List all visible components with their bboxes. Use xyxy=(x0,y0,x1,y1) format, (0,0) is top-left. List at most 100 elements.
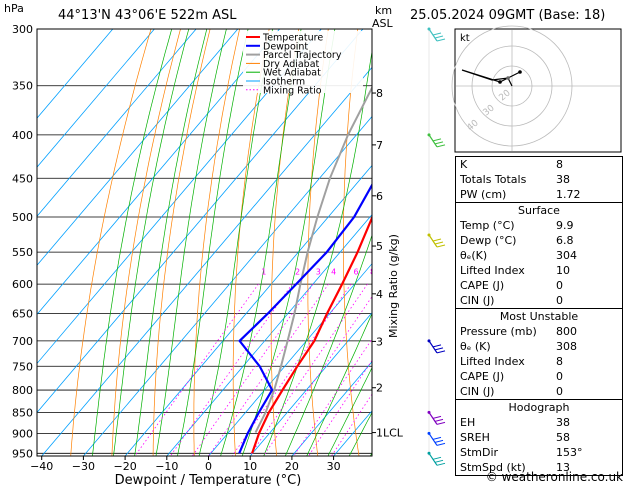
mixing-ratio-label: 6 xyxy=(354,268,359,277)
dry-adiabat-line xyxy=(111,29,181,456)
legend-entry: Dewpoint xyxy=(263,41,308,52)
isotherm-line xyxy=(37,29,197,217)
temperature-tick-label: 30 xyxy=(327,460,341,473)
wet-adiabat-line xyxy=(92,29,173,456)
wind-barb-flag xyxy=(434,418,444,422)
wind-barb-flag xyxy=(436,244,446,248)
surface-row: CAPE (J) 0 xyxy=(460,279,563,292)
pressure-tick-label: 500 xyxy=(12,211,33,224)
dry-adiabat-line xyxy=(193,29,240,456)
temperature-tick-label: −20 xyxy=(113,460,136,473)
temperature-tick-label: −30 xyxy=(72,460,95,473)
pressure-tick-label: 550 xyxy=(12,246,33,259)
mixing-ratio-axis-title: Mixing Ratio (g/kg) xyxy=(387,234,400,338)
pressure-tick-label: 300 xyxy=(12,23,33,36)
hodograph-mid-point xyxy=(506,76,510,80)
pressure-tick-label: 900 xyxy=(12,427,33,440)
isotherm-line xyxy=(41,66,372,456)
wind-barb-point xyxy=(427,451,431,455)
hodograph-title: Hodograph xyxy=(508,401,570,414)
plot-frame xyxy=(36,28,373,457)
legend-entry: Temperature xyxy=(262,33,323,44)
surface-row: CIN (J) 0 xyxy=(460,294,563,307)
pressure-tick-label: 650 xyxy=(12,308,33,321)
index-row: Totals Totals 38 xyxy=(460,173,570,186)
lcl-label: LCL xyxy=(383,427,404,440)
wind-barb-flag xyxy=(436,442,446,446)
isotherm-line xyxy=(37,29,280,316)
km-tick-label: 7 xyxy=(376,139,383,152)
wind-barb-point xyxy=(427,133,431,137)
mixing-ratio-label: 1 xyxy=(261,268,266,277)
wind-barb-point xyxy=(427,431,431,435)
wind-barb-flag xyxy=(434,35,444,39)
wind-barb-flag xyxy=(432,138,442,142)
temperature-tick-label: 10 xyxy=(243,460,257,473)
hodograph-row: EH 38 xyxy=(460,416,570,429)
wind-barb-flag xyxy=(436,38,446,42)
pressure-tick-label: 400 xyxy=(12,129,33,142)
isotherm-line xyxy=(37,29,364,414)
surface-title: Surface xyxy=(518,204,560,217)
pressure-tick-label: 600 xyxy=(12,278,33,291)
wind-barb-flag xyxy=(434,241,444,245)
hodograph-end-point xyxy=(518,70,522,74)
dewpoint-curve xyxy=(238,182,372,454)
mixing-ratio-label: 20 xyxy=(423,268,433,277)
legend-entry: Dry Adiabat xyxy=(263,59,320,70)
unstable-row: θₑ (K) 308 xyxy=(460,340,577,353)
wind-barb-flag xyxy=(432,456,442,460)
isotherm-line xyxy=(249,312,372,456)
wind-barb-flag xyxy=(436,421,446,425)
wind-barb-point xyxy=(427,27,431,31)
asl-unit-label: ASL xyxy=(372,17,393,30)
mixing-ratio-line xyxy=(249,283,368,456)
unstable-row: CIN (J) 0 xyxy=(460,385,563,398)
hodograph-unit-label: kt xyxy=(460,33,470,44)
pressure-tick-label: 350 xyxy=(12,80,33,93)
wind-barb-flag xyxy=(434,459,444,463)
wind-barb-flag xyxy=(434,141,444,145)
dry-adiabat-line xyxy=(70,29,152,456)
surface-section: Surface Temp (°C) 9.9 Dewp (°C) 6.8 θₑ(K) 3… xyxy=(456,202,622,308)
most-unstable-title: Most Unstable xyxy=(499,310,579,323)
isotherm-line xyxy=(82,115,372,456)
mixing-ratio-label: 4 xyxy=(331,268,336,277)
legend-entry: Mixing Ratio xyxy=(263,85,322,96)
dry-adiabat-line xyxy=(343,29,360,456)
surface-row: θₑ(K) 304 xyxy=(460,249,577,262)
wet-adiabat-line xyxy=(327,366,372,456)
wind-barb-point xyxy=(427,410,431,414)
wind-barb-flag xyxy=(434,439,444,443)
km-tick-label: 1 xyxy=(376,427,383,440)
isotherm-line xyxy=(124,164,372,456)
dry-adiabat-line xyxy=(232,29,270,456)
datetime-label: 25.05.2024 09GMT (Base: 18) xyxy=(410,8,606,23)
surface-row: Temp (°C) 9.9 xyxy=(460,219,574,232)
hpa-unit-label: hPa xyxy=(4,2,24,15)
wind-barb xyxy=(427,410,446,425)
wind-barb xyxy=(427,451,446,466)
pressure-tick-label: 800 xyxy=(12,384,33,397)
unstable-row: Lifted Index 8 xyxy=(460,355,563,368)
copyright-label: © weatheronline.co.uk xyxy=(485,470,623,484)
isotherm-line xyxy=(166,214,372,456)
wind-barb-flag xyxy=(432,32,442,36)
wind-barb-point xyxy=(427,339,431,343)
isotherm-line xyxy=(37,29,322,365)
wind-barb-flag xyxy=(432,415,442,419)
wind-barb-flag xyxy=(436,462,446,466)
dry-adiabat-line xyxy=(152,29,211,456)
wet-adiabat-line xyxy=(263,49,372,456)
temperature-tick-label: −10 xyxy=(155,460,178,473)
wind-barb-flag xyxy=(432,238,442,242)
most-unstable-section: Most Unstable Pressure (mb) 800 θₑ (K) 308… xyxy=(456,308,622,399)
isotherm-line xyxy=(207,263,372,456)
wind-barb xyxy=(427,233,446,248)
surface-row: Dewp (°C) 6.8 xyxy=(460,234,574,247)
temperature-tick-label: 20 xyxy=(285,460,299,473)
